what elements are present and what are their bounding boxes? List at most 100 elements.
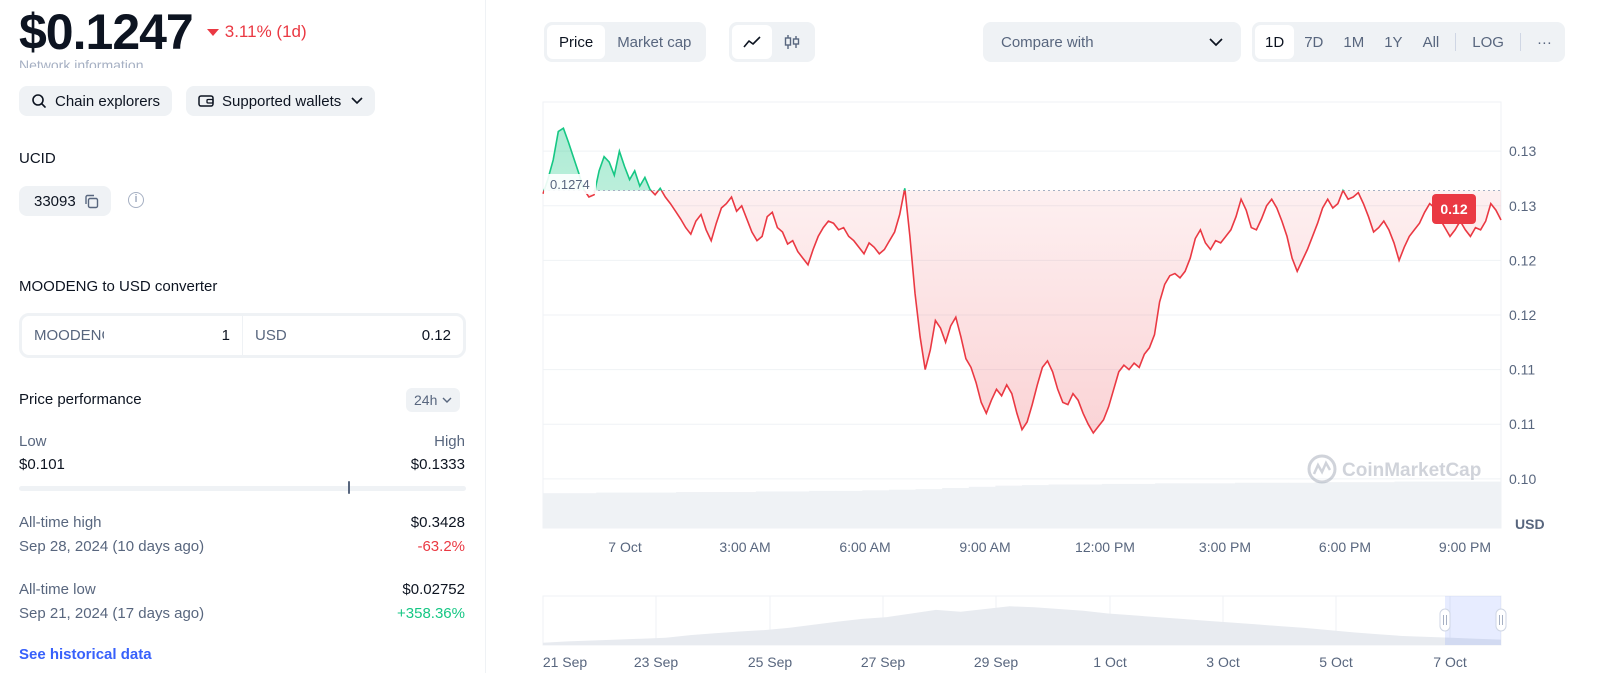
compare-with-dropdown[interactable]: Compare with xyxy=(983,22,1241,62)
volume-bar xyxy=(1075,484,1103,528)
navigator-tick-label: 7 Oct xyxy=(1433,654,1467,670)
chain-explorers-label: Chain explorers xyxy=(55,92,161,110)
navigator-tick-label: 21 Sep xyxy=(543,654,588,670)
network-information-heading: Network information xyxy=(19,57,144,68)
volume-bar xyxy=(1447,481,1475,528)
atl-value: $0.02752 xyxy=(402,581,465,598)
range-all[interactable]: All xyxy=(1422,33,1440,51)
see-historical-data-link[interactable]: See historical data xyxy=(19,646,152,663)
caret-down-icon xyxy=(206,28,219,36)
price-line xyxy=(542,126,1502,435)
price-performance-title: Price performance xyxy=(19,391,142,408)
x-tick-label: 9:00 AM xyxy=(959,539,1010,555)
volume-bar xyxy=(1234,482,1262,528)
volume-bar xyxy=(1181,483,1209,528)
line-chart-button[interactable] xyxy=(732,25,772,59)
coinmarketcap-watermark: CoinMarketCap xyxy=(1307,454,1481,484)
volume-bar xyxy=(649,492,677,528)
navigator-tick-label: 27 Sep xyxy=(861,654,906,670)
volume-bar xyxy=(1421,481,1449,528)
volume-bar xyxy=(1314,482,1342,528)
range-1y[interactable]: 1Y xyxy=(1384,33,1403,51)
navigator-tick-label: 29 Sep xyxy=(974,654,1019,670)
current-price: $0.1247 xyxy=(19,4,194,60)
volume-bar xyxy=(543,493,571,528)
volume-bar xyxy=(1128,483,1156,528)
navigator-tick-label: 1 Oct xyxy=(1093,654,1127,670)
to-amount-input[interactable]: 0.12 xyxy=(421,327,451,344)
navigator-area xyxy=(543,606,1501,645)
volume-bar xyxy=(1261,482,1289,528)
chart-overlay: 0.1274 0.12 CoinMarketCap xyxy=(544,174,1481,484)
y-tick-label: 0.12 xyxy=(1509,252,1536,268)
toolbar-divider xyxy=(1455,33,1457,51)
y-tick-label: 0.11 xyxy=(1509,416,1535,432)
time-range-tabs: 1D 7D 1M 1Y All LOG ··· xyxy=(1252,22,1565,62)
period-value: 24h xyxy=(414,392,438,408)
volume-bar xyxy=(1101,483,1129,528)
above-reference-area xyxy=(544,128,906,191)
volume-bar xyxy=(1367,482,1396,528)
to-field[interactable]: USD 0.12 xyxy=(242,316,463,355)
info-icon[interactable]: i xyxy=(128,192,144,208)
range-7d[interactable]: 7D xyxy=(1304,33,1324,51)
chart-type-tabs: Price Market cap xyxy=(544,22,707,62)
high-label: High xyxy=(434,433,465,450)
from-field[interactable]: MOODENG 1 xyxy=(22,316,242,355)
range-marker xyxy=(347,481,350,494)
volume-bar xyxy=(1288,482,1316,528)
y-tick-label: 0.13 xyxy=(1509,143,1536,159)
chain-explorers-button[interactable]: Chain explorers xyxy=(19,86,173,116)
volume-bar xyxy=(702,492,730,528)
atl-label: All-time low xyxy=(19,581,96,598)
x-axis: 7 Oct 3:00 AM 6:00 AM 9:00 AM 12:00 PM 3:00 P… xyxy=(608,539,1491,555)
y-axis: 0.13 0.13 0.12 0.12 0.11 0.11 0.10 USD xyxy=(1509,143,1545,532)
volume-bar xyxy=(676,492,704,528)
volume-bar xyxy=(755,491,783,528)
range-bar xyxy=(19,486,466,491)
volume-bar xyxy=(968,486,996,528)
volume-bar xyxy=(888,489,917,528)
volume-bar xyxy=(1208,483,1236,528)
ath-change: -63.2% xyxy=(417,538,465,555)
tab-market-cap[interactable]: Market cap xyxy=(617,33,692,51)
more-options-button[interactable]: ··· xyxy=(1536,33,1552,51)
ucid-chip[interactable]: 33093 xyxy=(19,186,111,216)
current-price-badge xyxy=(1432,194,1476,224)
volume-bar xyxy=(1474,481,1502,528)
range-1m[interactable]: 1M xyxy=(1343,33,1365,51)
period-dropdown[interactable]: 24h xyxy=(406,388,461,412)
volume-bar xyxy=(862,490,890,528)
y-tick-label: 0.10 xyxy=(1509,471,1536,487)
copy-icon[interactable] xyxy=(84,194,99,209)
reference-label-bg xyxy=(544,174,596,194)
cmc-logo-mark xyxy=(1312,460,1332,475)
converter-title: MOODENG to USD converter xyxy=(19,278,218,295)
chart-style-tabs xyxy=(729,22,815,62)
x-tick-label: 3:00 AM xyxy=(719,539,770,555)
candlestick-chart-button[interactable] xyxy=(772,25,812,59)
volume-bar xyxy=(942,487,970,528)
y-axis-unit: USD xyxy=(1515,516,1545,532)
low-value: $0.101 xyxy=(19,456,65,473)
low-label: Low xyxy=(19,433,47,450)
volume-bar xyxy=(1155,483,1183,528)
navigator-selection xyxy=(1445,596,1501,645)
cmc-logo-icon xyxy=(1307,454,1337,484)
search-icon xyxy=(31,93,47,109)
x-tick-label: 3:00 PM xyxy=(1199,539,1251,555)
range-1d[interactable]: 1D xyxy=(1255,25,1295,59)
ucid-value: 33093 xyxy=(34,192,76,210)
reference-price-label: 0.1274 xyxy=(550,177,590,192)
current-price-label: 0.12 xyxy=(1440,201,1467,217)
ath-label: All-time high xyxy=(19,514,102,531)
navigator-handle xyxy=(1439,608,1451,632)
supported-wallets-button[interactable]: Supported wallets xyxy=(186,86,376,116)
from-currency: MOODENG xyxy=(34,327,104,344)
volume-bar xyxy=(569,493,597,528)
from-amount-input[interactable]: 1 xyxy=(221,327,230,344)
log-scale-toggle[interactable]: LOG xyxy=(1472,33,1504,51)
range-navigator[interactable]: 21 Sep 23 Sep 25 Sep 27 Sep 29 Sep 1 Oct 3 Oct… xyxy=(542,595,1507,670)
tab-price[interactable]: Price xyxy=(547,25,606,59)
chart-grid xyxy=(542,101,1502,529)
